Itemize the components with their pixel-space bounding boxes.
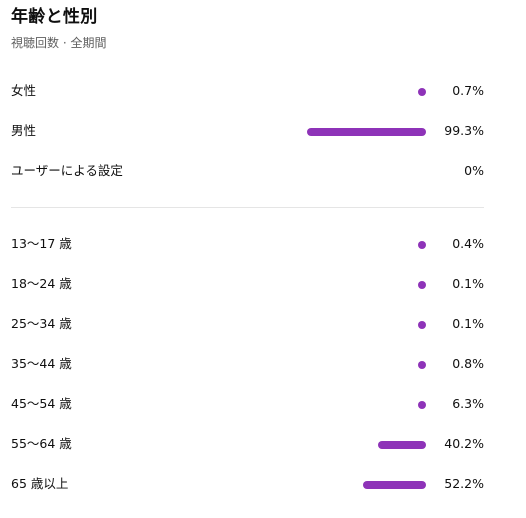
- age-row: 18〜24 歳 0.1%: [0, 272, 526, 296]
- age-bar: [418, 241, 426, 249]
- age-row: 55〜64 歳 40.2%: [0, 432, 526, 456]
- age-row: 45〜54 歳 6.3%: [0, 392, 526, 416]
- age-label: 45〜54 歳: [11, 396, 72, 411]
- age-row: 13〜17 歳 0.4%: [0, 232, 526, 256]
- age-value: 0.8%: [452, 356, 484, 371]
- age-label: 25〜34 歳: [11, 316, 72, 331]
- age-bar: [418, 281, 426, 289]
- age-value: 0.4%: [452, 236, 484, 251]
- gender-row-male: 男性 99.3%: [0, 119, 526, 143]
- age-bar: [418, 401, 426, 409]
- gender-bar: [306, 128, 426, 136]
- age-label: 35〜44 歳: [11, 356, 72, 371]
- gender-row-user-specified: ユーザーによる設定 0%: [0, 159, 526, 183]
- age-label: 65 歳以上: [11, 476, 69, 491]
- age-label: 13〜17 歳: [11, 236, 72, 251]
- gender-bar: [418, 88, 426, 96]
- age-value: 0.1%: [452, 316, 484, 331]
- gender-row-female: 女性 0.7%: [0, 79, 526, 103]
- age-bar: [363, 481, 426, 489]
- age-value: 0.1%: [452, 276, 484, 291]
- card-title: 年齢と性別: [11, 7, 98, 27]
- age-bar: [377, 441, 426, 449]
- age-label: 55〜64 歳: [11, 436, 72, 451]
- age-value: 52.2%: [444, 476, 484, 491]
- gender-label: 男性: [11, 123, 37, 138]
- age-label: 18〜24 歳: [11, 276, 72, 291]
- gender-label: 女性: [11, 83, 37, 98]
- gender-value: 99.3%: [444, 123, 484, 138]
- gender-label: ユーザーによる設定: [11, 163, 123, 178]
- age-row: 25〜34 歳 0.1%: [0, 312, 526, 336]
- gender-value: 0.7%: [452, 83, 484, 98]
- gender-value: 0%: [464, 163, 484, 178]
- card-subtitle: 視聴回数 · 全期間: [11, 36, 107, 50]
- age-bar: [418, 321, 426, 329]
- age-value: 6.3%: [452, 396, 484, 411]
- age-bar: [418, 361, 426, 369]
- age-row: 65 歳以上 52.2%: [0, 472, 526, 496]
- age-value: 40.2%: [444, 436, 484, 451]
- age-row: 35〜44 歳 0.8%: [0, 352, 526, 376]
- section-divider: [11, 207, 484, 208]
